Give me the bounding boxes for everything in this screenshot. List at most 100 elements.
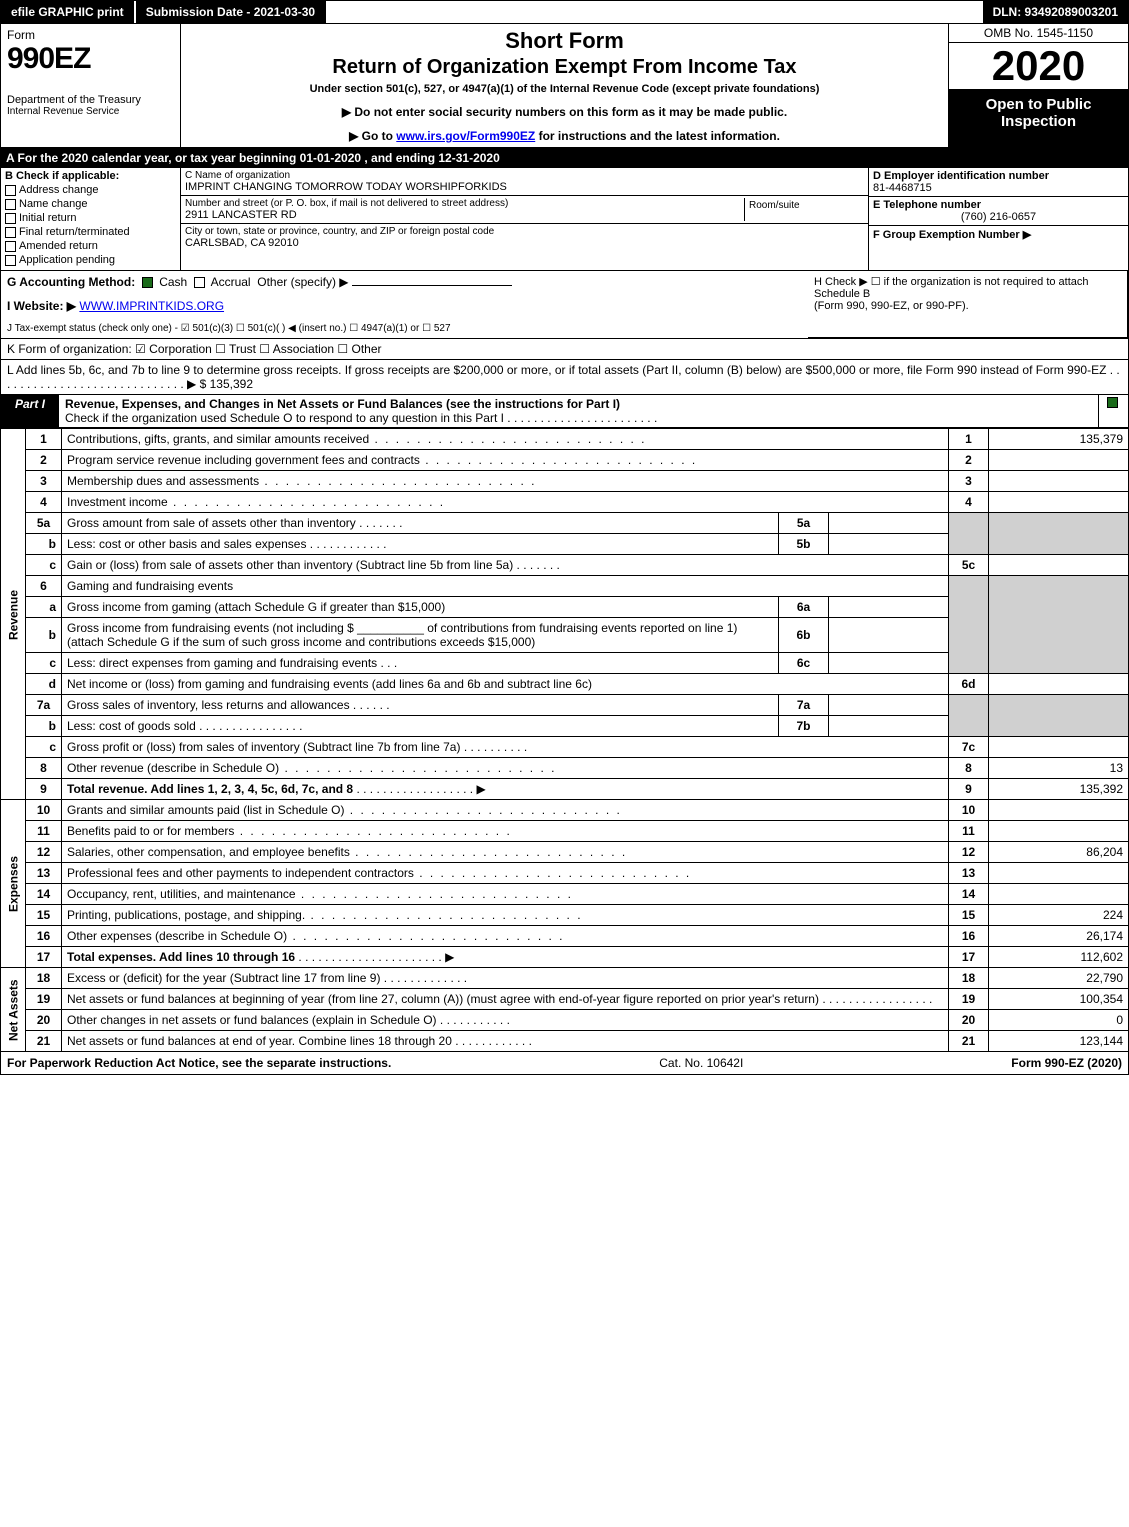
h-line1: H Check ▶ ☐ if the organization is not r… (814, 275, 1121, 300)
part1-checkbox[interactable] (1098, 395, 1128, 427)
irs-label: Internal Revenue Service (7, 106, 174, 117)
ln8-amt: 13 (989, 758, 1129, 779)
ln16-amt: 26,174 (989, 926, 1129, 947)
ln14-desc: Occupancy, rent, utilities, and maintena… (67, 887, 296, 901)
ln5b-desc: Less: cost or other basis and sales expe… (67, 537, 306, 551)
ln2-desc: Program service revenue including govern… (67, 453, 420, 467)
ln6c-sub (829, 653, 949, 674)
line-20: 20Other changes in net assets or fund ba… (1, 1010, 1129, 1031)
part1-table: Revenue 1 Contributions, gifts, grants, … (0, 428, 1129, 1052)
ln15-amt: 224 (989, 905, 1129, 926)
box-def: D Employer identification number 81-4468… (868, 168, 1128, 270)
ln1-r: 1 (949, 429, 989, 450)
street-row: Number and street (or P. O. box, if mail… (181, 196, 868, 224)
org-name-row: C Name of organization IMPRINT CHANGING … (181, 168, 868, 196)
part1-header: Part I Revenue, Expenses, and Changes in… (0, 395, 1129, 428)
website-link[interactable]: WWW.IMPRINTKIDS.ORG (79, 299, 224, 313)
line-6: 6Gaming and fundraising events (1, 576, 1129, 597)
chk-initial[interactable]: Initial return (5, 212, 176, 224)
chk-amended-label: Amended return (19, 240, 98, 252)
box-b-title: B Check if applicable: (5, 170, 176, 182)
ln6b-desc: Gross income from fundraising events (no… (62, 618, 779, 653)
chk-cash[interactable] (142, 277, 153, 288)
j-status: J Tax-exempt status (check only one) - ☑… (7, 323, 802, 334)
side-netassets: Net Assets (1, 968, 26, 1052)
g-h-block: G Accounting Method: Cash Accrual Other … (0, 271, 1129, 339)
ein: 81-4468715 (873, 182, 1124, 194)
l-value: 135,392 (210, 377, 253, 391)
chk-amended[interactable]: Amended return (5, 240, 176, 252)
h-line2: (Form 990, 990-EZ, or 990-PF). (814, 300, 1121, 312)
ln4-desc: Investment income (67, 495, 168, 509)
box-e: E Telephone number (760) 216-0657 (869, 197, 1128, 226)
g-accrual: Accrual (211, 275, 251, 289)
g-other-input[interactable] (352, 285, 512, 286)
street-label: Number and street (or P. O. box, if mail… (185, 198, 744, 209)
ln5c-desc: Gain or (loss) from sale of assets other… (67, 558, 513, 572)
header-right: OMB No. 1545-1150 2020 Open to Public In… (948, 24, 1128, 147)
ln2-amt (989, 450, 1129, 471)
ln6-desc: Gaming and fundraising events (62, 576, 949, 597)
efile-print-button[interactable]: efile GRAPHIC print (1, 1, 136, 23)
line-1: Revenue 1 Contributions, gifts, grants, … (1, 429, 1129, 450)
ln13-amt (989, 863, 1129, 884)
ln19-amt: 100,354 (989, 989, 1129, 1010)
line-11: 11Benefits paid to or for members11 (1, 821, 1129, 842)
ln7b-desc: Less: cost of goods sold (67, 719, 196, 733)
ln20-amt: 0 (989, 1010, 1129, 1031)
dln: DLN: 93492089003201 (983, 1, 1128, 23)
line-15: 15Printing, publications, postage, and s… (1, 905, 1129, 926)
ln6a-sub (829, 597, 949, 618)
footer-right: Form 990-EZ (2020) (1011, 1056, 1122, 1070)
room-suite: Room/suite (744, 198, 864, 221)
city: CARLSBAD, CA 92010 (185, 237, 864, 249)
entity-block: B Check if applicable: Address change Na… (0, 168, 1129, 271)
part1-title: Revenue, Expenses, and Changes in Net As… (59, 395, 1098, 427)
form-number: 990EZ (7, 42, 174, 76)
ln5c-amt (989, 555, 1129, 576)
ln6d-amt (989, 674, 1129, 695)
ln11-desc: Benefits paid to or for members (67, 824, 234, 838)
ln18-desc: Excess or (deficit) for the year (Subtra… (67, 971, 380, 985)
org-name-label: C Name of organization (185, 170, 864, 181)
header-left: Form 990EZ Department of the Treasury In… (1, 24, 181, 147)
line-8: 8Other revenue (describe in Schedule O) … (1, 758, 1129, 779)
ln17-desc: Total expenses. Add lines 10 through 16 (67, 950, 295, 964)
phone: (760) 216-0657 (873, 211, 1124, 223)
chk-accrual[interactable] (194, 277, 205, 288)
ln12-desc: Salaries, other compensation, and employ… (67, 845, 350, 859)
part1-tag: Part I (1, 395, 59, 427)
sub3-post: for instructions and the latest informat… (535, 129, 780, 143)
top-bar: efile GRAPHIC print Submission Date - 20… (0, 0, 1129, 24)
ln1-desc: Contributions, gifts, grants, and simila… (67, 432, 369, 446)
chk-pending-label: Application pending (19, 254, 115, 266)
ln3-amt (989, 471, 1129, 492)
part1-title-text: Revenue, Expenses, and Changes in Net As… (65, 397, 620, 411)
phone-label: E Telephone number (873, 199, 1124, 211)
ln1-amt: 135,379 (989, 429, 1129, 450)
submission-date: Submission Date - 2021-03-30 (136, 1, 326, 23)
section-l: L Add lines 5b, 6c, and 7b to line 9 to … (0, 360, 1129, 395)
ln3-desc: Membership dues and assessments (67, 474, 259, 488)
g-other: Other (specify) ▶ (257, 275, 348, 289)
line-10: Expenses 10Grants and similar amounts pa… (1, 800, 1129, 821)
chk-pending[interactable]: Application pending (5, 254, 176, 266)
line-21: 21Net assets or fund balances at end of … (1, 1031, 1129, 1052)
chk-initial-label: Initial return (19, 212, 76, 224)
omb-number: OMB No. 1545-1150 (949, 24, 1128, 43)
chk-name[interactable]: Name change (5, 198, 176, 210)
city-label: City or town, state or province, country… (185, 226, 864, 237)
ein-label: D Employer identification number (873, 170, 1124, 182)
ln7c-amt (989, 737, 1129, 758)
irs-link[interactable]: www.irs.gov/Form990EZ (396, 129, 535, 143)
line-19: 19Net assets or fund balances at beginni… (1, 989, 1129, 1010)
ln6b-sub (829, 618, 949, 653)
ln7b-sub (829, 716, 949, 737)
line-6d: dNet income or (loss) from gaming and fu… (1, 674, 1129, 695)
i-label: I Website: ▶ (7, 299, 76, 313)
spacer (326, 1, 982, 23)
ln17-amt: 112,602 (989, 947, 1129, 968)
chk-address[interactable]: Address change (5, 184, 176, 196)
ln6a-desc: Gross income from gaming (attach Schedul… (62, 597, 779, 618)
chk-final[interactable]: Final return/terminated (5, 226, 176, 238)
